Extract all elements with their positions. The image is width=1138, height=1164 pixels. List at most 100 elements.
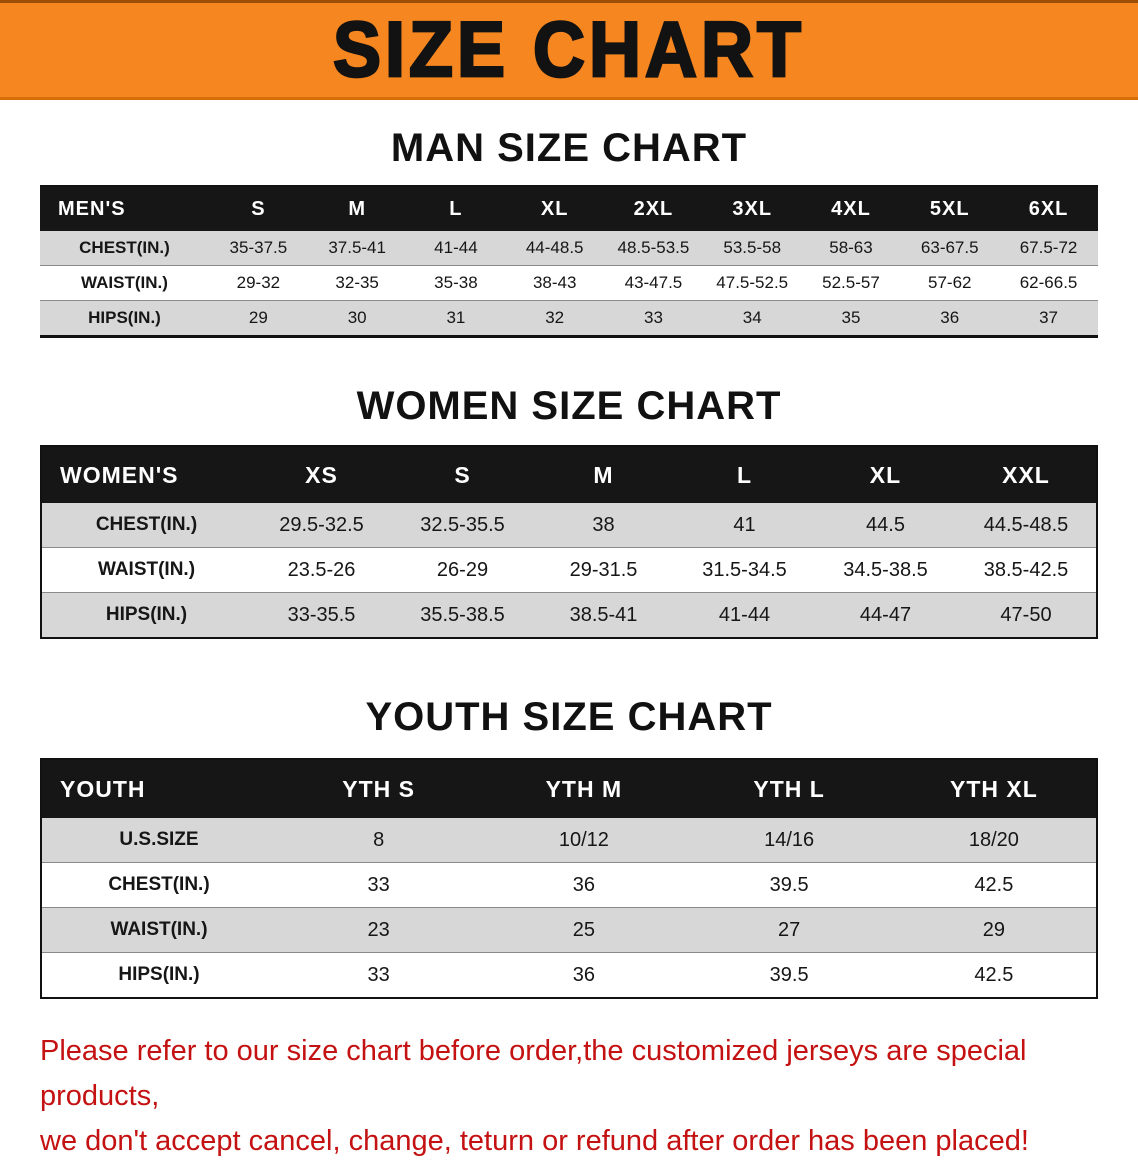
size-column-header: XXL bbox=[956, 446, 1097, 503]
row-label: HIPS(IN.) bbox=[105, 604, 188, 625]
measurement-cell: 32 bbox=[545, 308, 565, 327]
footer-note: Please refer to our size chart before or… bbox=[40, 1029, 1098, 1164]
measurement-cell: 58-63 bbox=[829, 238, 873, 257]
measurement-cell: 38-43 bbox=[532, 273, 577, 292]
measurement-cell: 43-47.5 bbox=[624, 273, 683, 292]
measurement-cell: 35-38 bbox=[434, 273, 478, 292]
row-label: HIPS(IN.) bbox=[88, 308, 161, 327]
measurement-cell: 33 bbox=[643, 308, 663, 327]
youth-size-chart-heading: YOUTH SIZE CHART bbox=[365, 695, 773, 739]
measurement-cell: 31.5-34.5 bbox=[702, 558, 787, 581]
size-column-header: 4XL bbox=[801, 186, 901, 231]
measurement-row: HIPS(IN.) 33-35.5 35.5-38.5 38.5-41 41-44 44-… bbox=[41, 592, 1097, 638]
women-size-chart-heading: WOMEN SIZE CHART bbox=[356, 384, 782, 428]
measurement-cell: 23 bbox=[367, 918, 390, 941]
measurement-cell: 53.5-58 bbox=[723, 238, 782, 257]
measurement-cell: 35 bbox=[841, 308, 861, 327]
size-column-header: L bbox=[406, 186, 506, 231]
measurement-cell: 27 bbox=[778, 918, 801, 941]
footer-line-2: we don't accept cancel, change, teturn o… bbox=[40, 1124, 1029, 1157]
measurement-row: CHEST(IN.) 35-37.5 37.5-41 41-44 44-48.5 48.5… bbox=[40, 231, 1098, 266]
measurement-cell: 47-50 bbox=[1000, 603, 1052, 626]
row-label: WAIST(IN.) bbox=[97, 559, 196, 580]
youth-size-table: YOUTH YTH S YTH M YTH L YTH XL U.S.SIZE 8 10/12… bbox=[40, 758, 1098, 999]
measurement-cell: 10/12 bbox=[558, 828, 609, 851]
size-column-header: YTH XL bbox=[891, 759, 1097, 818]
row-label: HIPS(IN.) bbox=[118, 964, 200, 985]
measurement-cell: 41-44 bbox=[434, 238, 478, 257]
table-corner-label: MEN'S bbox=[40, 186, 209, 231]
row-label: CHEST(IN.) bbox=[79, 238, 170, 257]
row-label: CHEST(IN.) bbox=[108, 874, 210, 895]
measurement-cell: 30 bbox=[347, 308, 367, 327]
size-column-header: YTH S bbox=[276, 759, 482, 818]
measurement-row: HIPS(IN.) 29 30 31 32 33 34 35 36 37 bbox=[40, 300, 1098, 337]
measurement-cell: 47.5-52.5 bbox=[716, 273, 789, 292]
section-men: MAN SIZE CHART MEN'S S M L XL 2XL 3XL 4XL 5XL 6XL… bbox=[0, 100, 1138, 338]
size-column-header: XL bbox=[815, 446, 956, 503]
measurement-cell: 39.5 bbox=[769, 963, 809, 986]
size-column-header: YTH L bbox=[686, 759, 892, 818]
measurement-cell: 23.5-26 bbox=[287, 558, 356, 581]
measurement-cell: 42.5 bbox=[974, 873, 1014, 896]
measurement-cell: 14/16 bbox=[764, 828, 815, 851]
size-column-header: L bbox=[674, 446, 815, 503]
measurement-cell: 35.5-38.5 bbox=[420, 603, 505, 626]
measurement-cell: 36 bbox=[572, 963, 595, 986]
page-title: SIZE CHART bbox=[332, 6, 805, 94]
measurement-cell: 38.5-41 bbox=[569, 603, 638, 626]
men-size-chart-heading: MAN SIZE CHART bbox=[390, 126, 748, 170]
size-column-header: 2XL bbox=[604, 186, 703, 231]
measurement-cell: 36 bbox=[572, 873, 595, 896]
women-size-table: WOMEN'S XS S M L XL XXL CHEST(IN.) 29.5-32.5 32.5… bbox=[40, 445, 1098, 639]
measurement-cell: 29.5-32.5 bbox=[279, 513, 364, 536]
measurement-cell: 62-66.5 bbox=[1019, 273, 1078, 292]
measurement-cell: 33 bbox=[367, 873, 390, 896]
size-column-header: 6XL bbox=[999, 186, 1098, 231]
measurement-cell: 57-62 bbox=[928, 273, 972, 292]
row-label: CHEST(IN.) bbox=[95, 514, 198, 535]
measurement-cell: 67.5-72 bbox=[1019, 238, 1078, 257]
size-column-header: M bbox=[307, 186, 407, 231]
measurement-cell: 44-48.5 bbox=[525, 238, 584, 257]
size-column-header: 5XL bbox=[900, 186, 1000, 231]
measurement-row: HIPS(IN.) 33 36 39.5 42.5 bbox=[41, 953, 1097, 998]
measurement-cell: 44.5-48.5 bbox=[983, 513, 1069, 536]
table-corner-label: WOMEN'S bbox=[41, 446, 251, 503]
measurement-cell: 29 bbox=[982, 918, 1005, 941]
measurement-cell: 42.5 bbox=[974, 963, 1014, 986]
size-column-header: YTH M bbox=[481, 759, 687, 818]
size-column-header: M bbox=[533, 446, 674, 503]
table-header-row: WOMEN'S XS S M L XL XXL bbox=[41, 446, 1097, 503]
section-women: WOMEN SIZE CHART WOMEN'S XS S M L XL XXL CHEST(… bbox=[0, 338, 1138, 639]
measurement-row: WAIST(IN.) 23 25 27 29 bbox=[41, 907, 1097, 953]
size-column-header: XS bbox=[251, 446, 392, 503]
footer-line-1: Please refer to our size chart before or… bbox=[40, 1035, 1027, 1112]
table-header-row: MEN'S S M L XL 2XL 3XL 4XL 5XL 6XL bbox=[40, 186, 1098, 231]
measurement-cell: 34.5-38.5 bbox=[843, 558, 928, 581]
banner: SIZE CHART bbox=[0, 0, 1138, 100]
size-column-header: S bbox=[392, 446, 533, 503]
section-youth: YOUTH SIZE CHART YOUTH YTH S YTH M YTH L YTH… bbox=[0, 639, 1138, 999]
row-label: WAIST(IN.) bbox=[81, 273, 168, 292]
measurement-cell: 33 bbox=[367, 963, 390, 986]
measurement-cell: 41 bbox=[733, 513, 756, 536]
size-column-header: 3XL bbox=[702, 186, 802, 231]
measurement-cell: 25 bbox=[572, 918, 595, 941]
row-label: U.S.SIZE bbox=[119, 829, 199, 850]
measurement-cell: 29-31.5 bbox=[569, 558, 638, 581]
measurement-row: U.S.SIZE 8 10/12 14/16 18/20 bbox=[41, 818, 1097, 863]
measurement-cell: 37.5-41 bbox=[328, 238, 386, 257]
measurement-cell: 33-35.5 bbox=[287, 603, 356, 626]
table-header-row: YOUTH YTH S YTH M YTH L YTH XL bbox=[41, 759, 1097, 818]
measurement-row: CHEST(IN.) 29.5-32.5 32.5-35.5 38 41 44.5 44.5… bbox=[41, 503, 1097, 548]
measurement-cell: 18/20 bbox=[968, 828, 1019, 851]
measurement-cell: 41-44 bbox=[718, 603, 771, 626]
row-label: WAIST(IN.) bbox=[110, 919, 208, 940]
measurement-cell: 8 bbox=[373, 828, 385, 851]
measurement-cell: 35-37.5 bbox=[229, 238, 288, 257]
measurement-cell: 26-29 bbox=[436, 558, 489, 581]
size-column-header: XL bbox=[505, 186, 605, 231]
measurement-cell: 39.5 bbox=[769, 873, 809, 896]
